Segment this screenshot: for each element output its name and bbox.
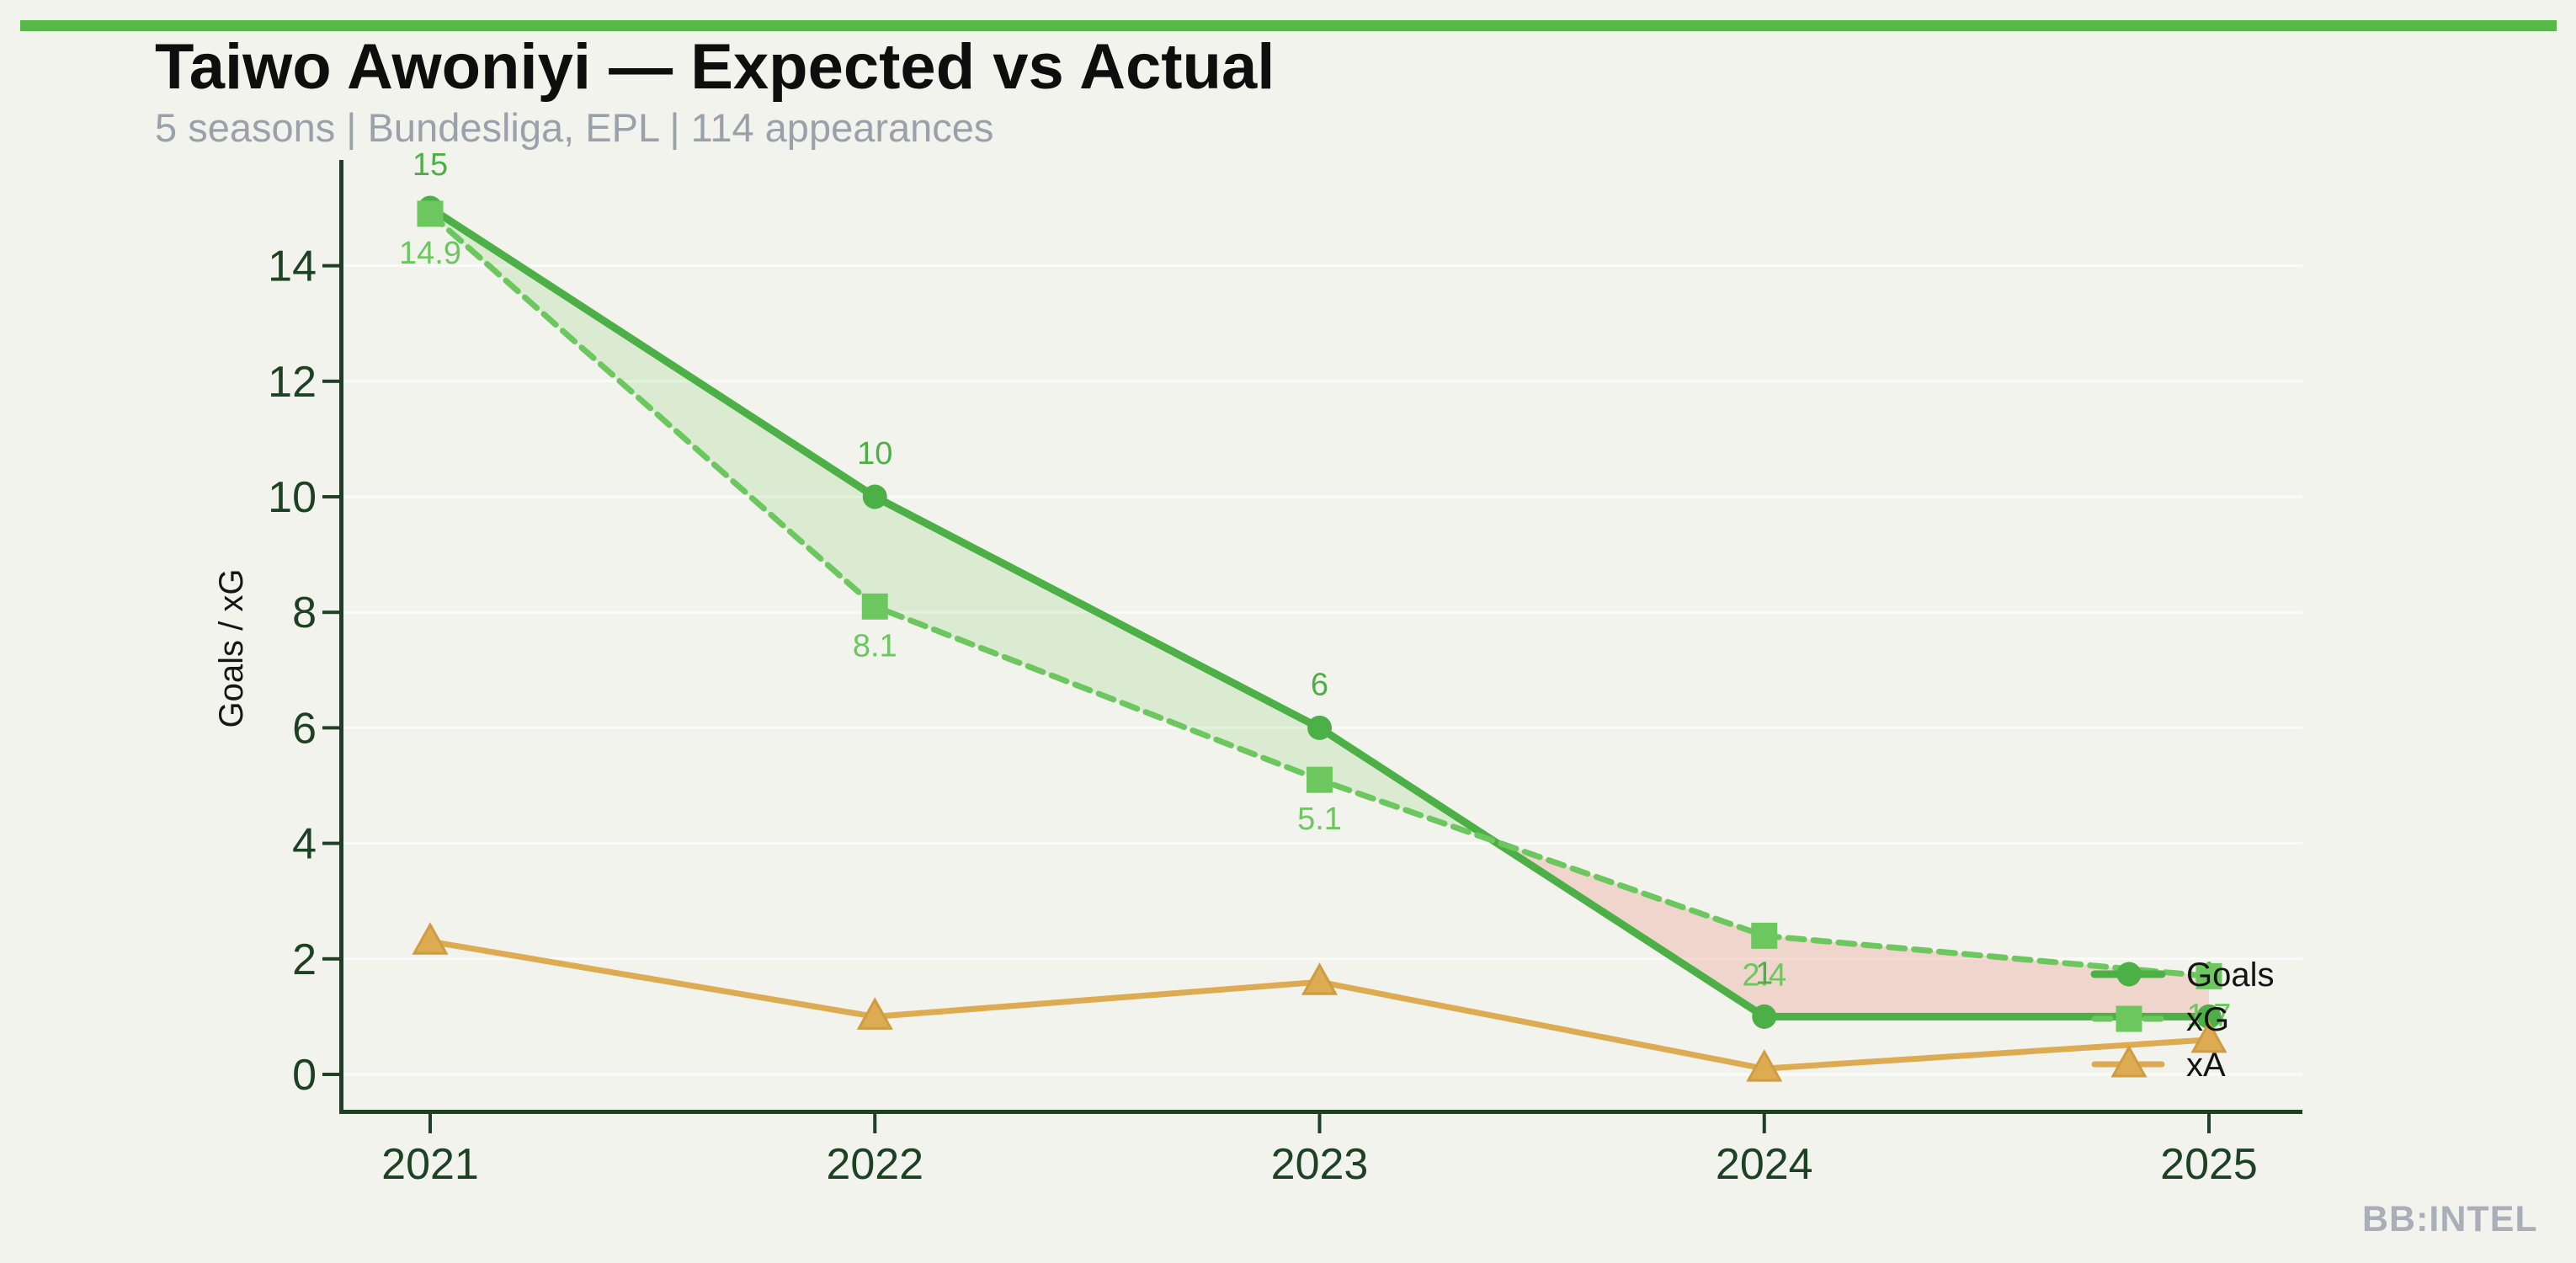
y-tick-label-8: 8 <box>292 589 317 637</box>
y-axis-title: Goals / xG <box>213 569 250 728</box>
top-accent-bar <box>20 20 2557 31</box>
legend-label-xg: xG <box>2186 1001 2229 1038</box>
x-tick-2025 <box>2207 1114 2211 1133</box>
y-tick-0 <box>322 1073 339 1076</box>
x-tick-label-2024: 2024 <box>1716 1140 1813 1189</box>
fill-overperformance <box>875 497 1320 781</box>
goals-value-label-2022: 10 <box>857 436 892 472</box>
x-tick-label-2022: 2022 <box>826 1140 923 1189</box>
y-tick-label-12: 12 <box>268 358 317 407</box>
xg-marker-2025 <box>2195 962 2222 989</box>
goals-value-label-2024: 1 <box>1755 956 1773 991</box>
y-tick-2 <box>322 957 339 961</box>
goals-marker-2025 <box>2196 1004 2222 1029</box>
x-tick-label-2021: 2021 <box>381 1140 479 1189</box>
y-tick-label-2: 2 <box>292 935 317 984</box>
y-tick-label-6: 6 <box>292 704 317 753</box>
chart-subtitle: 5 seasons | Bundesliga, EPL | 114 appear… <box>155 104 994 150</box>
xa-marker-2025 <box>2190 1020 2227 1053</box>
xa-marker-2021 <box>412 922 449 955</box>
legend-marker-xg <box>2116 1005 2142 1032</box>
xg-value-label-2022: 8.1 <box>853 628 897 663</box>
x-tick-2022 <box>873 1114 877 1133</box>
y-tick-label-14: 14 <box>268 242 317 291</box>
legend-label-goals: Goals <box>2186 957 2275 994</box>
chart-title: Taiwo Awoniyi — Expected vs Actual <box>155 31 1275 103</box>
x-tick-2023 <box>1317 1114 1322 1133</box>
goals-value-label-2021: 15 <box>412 147 448 183</box>
fill-underperformance <box>1764 935 2209 1017</box>
y-tick-12 <box>322 379 339 383</box>
y-tick-label-0: 0 <box>292 1051 317 1100</box>
y-tick-10 <box>322 495 339 498</box>
xg-line <box>427 210 2212 979</box>
xg-marker-2021 <box>417 200 444 227</box>
y-tick-14 <box>322 264 339 268</box>
brand-watermark: BB:INTEL <box>2362 1199 2538 1239</box>
x-tick-2024 <box>1762 1114 1766 1133</box>
goals-marker-2022 <box>862 484 887 509</box>
xg-marker-2024 <box>1751 922 1778 949</box>
x-tick-2021 <box>428 1114 432 1133</box>
goals-marker-2023 <box>1307 715 1332 740</box>
y-tick-8 <box>322 610 339 615</box>
xa-marker-2022 <box>856 997 893 1030</box>
y-tick-label-10: 10 <box>268 473 317 522</box>
xg-value-label-2024: 2.4 <box>1742 957 1786 993</box>
goals-value-label-2023: 6 <box>1311 667 1328 702</box>
y-tick-label-4: 4 <box>292 820 317 869</box>
xg-marker-2022 <box>861 593 888 620</box>
xg-marker-2023 <box>1307 766 1333 793</box>
x-tick-label-2023: 2023 <box>1271 1140 1369 1189</box>
legend-marker-goals <box>2116 962 2142 987</box>
xg-value-label-2021: 14.9 <box>399 236 461 271</box>
x-axis-spine <box>339 1110 2302 1114</box>
legend-label-xa: xA <box>2186 1047 2226 1084</box>
goals-marker-2024 <box>1752 1004 1777 1029</box>
legend-marker-xa <box>2110 1044 2148 1078</box>
xa-marker-2023 <box>1301 962 1339 995</box>
y-tick-6 <box>322 726 339 730</box>
y-axis-spine <box>339 160 343 1113</box>
y-tick-4 <box>322 841 339 845</box>
xa-marker-2024 <box>1746 1049 1783 1082</box>
x-tick-label-2025: 2025 <box>2160 1140 2258 1189</box>
xg-value-label-2023: 5.1 <box>1297 802 1342 837</box>
chart-header: Taiwo Awoniyi — Expected vs Actual 5 sea… <box>155 34 1275 149</box>
